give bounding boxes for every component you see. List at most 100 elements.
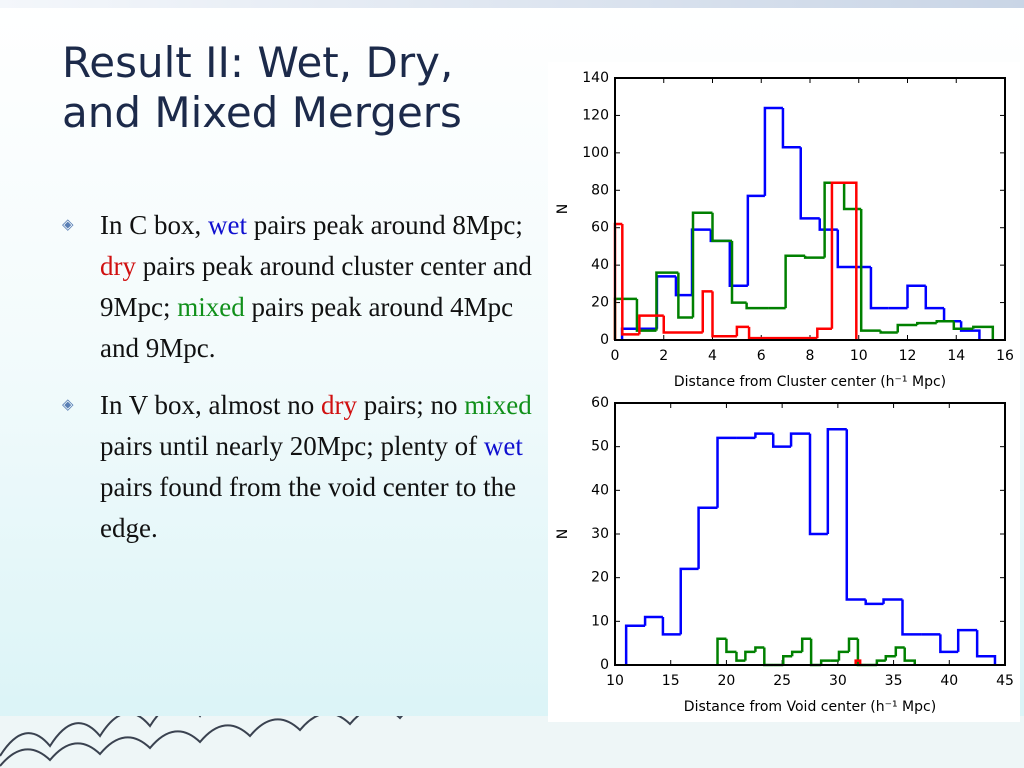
histogram-bin [939, 634, 959, 654]
histogram-bin [830, 181, 858, 340]
plot-frame [614, 77, 1006, 341]
y-tick-label: 20 [591, 295, 609, 311]
histogram-bin [763, 106, 783, 196]
histogram-bin [771, 433, 792, 448]
histogram-bin [799, 147, 820, 220]
histogram-bin [956, 628, 978, 652]
y-tick-label: 120 [582, 107, 609, 123]
histogram-bin [845, 429, 866, 601]
histogram-bin [879, 330, 898, 334]
histogram-bin [906, 284, 926, 309]
histogram-bin [903, 647, 916, 665]
histogram-bin [781, 107, 801, 149]
histogram-bin [784, 254, 806, 309]
histogram-bin [763, 647, 774, 667]
y-tick-label: 140 [582, 70, 609, 86]
histogram-bin [725, 638, 737, 654]
histogram-bin [959, 321, 981, 340]
histogram-bin [745, 302, 769, 310]
histogram-bin [701, 290, 713, 333]
histogram-bin [679, 567, 699, 635]
histogram-bin [690, 228, 711, 296]
title-line: and Mixed Mergers [62, 88, 462, 137]
x-tick-label: 20 [718, 673, 736, 689]
histogram-bin [800, 637, 812, 652]
bullet-text: pairs until nearly 20Mpc; plenty of [100, 431, 484, 461]
histogram-bin [754, 646, 765, 652]
histogram-bin [790, 650, 803, 657]
histogram-bin [691, 211, 713, 318]
histogram-bin [782, 655, 793, 665]
histogram-bin [809, 638, 822, 667]
x-tick-label: 16 [996, 348, 1014, 364]
x-tick-label: 10 [850, 348, 868, 364]
histogram-bin [894, 646, 905, 657]
bullet-text: wet [483, 431, 523, 461]
histogram-bin [818, 218, 838, 231]
plot-frame [614, 402, 1006, 666]
histogram-bin [875, 659, 886, 665]
histogram-bin [816, 327, 832, 339]
histogram-bin [789, 432, 810, 447]
histogram-bin [896, 323, 918, 333]
histogram-bin [854, 659, 862, 665]
wave-decoration [0, 716, 1024, 768]
histogram-bin [747, 326, 818, 340]
x-tick-label: 14 [947, 348, 965, 364]
histogram-bin [864, 599, 884, 606]
histogram-bin [635, 298, 657, 332]
histogram-bin [746, 194, 765, 286]
x-tick-label: 30 [829, 673, 847, 689]
y-axis-label: N [555, 204, 571, 214]
y-tick-label: 100 [582, 145, 609, 161]
x-tick-label: 40 [940, 673, 958, 689]
histogram-bin [730, 240, 747, 304]
histogram-bin [859, 209, 881, 332]
histogram-bin [808, 433, 828, 536]
bullet-text: pairs found from the void center to the … [100, 472, 517, 543]
x-tick-label: 45 [996, 673, 1014, 689]
histogram-bin [823, 181, 845, 258]
y-tick-label: 40 [591, 482, 609, 498]
bullet-text: dry [100, 251, 136, 281]
histogram-bin [901, 599, 922, 636]
x-axis-label: Distance from Cluster center (h⁻¹ Mpc) [674, 374, 946, 390]
y-tick-label: 30 [591, 526, 609, 542]
histogram-bin [624, 624, 646, 665]
y-tick-label: 0 [600, 332, 609, 348]
histogram-bin [621, 223, 640, 336]
histogram-bin [711, 212, 732, 243]
x-tick-label: 4 [708, 348, 717, 364]
bullet-text: dry [321, 390, 358, 420]
bullet-list: In C box, wet pairs peak around 8Mpc; dr… [62, 205, 532, 565]
y-tick-label: 50 [591, 439, 609, 455]
histogram-bin [826, 427, 847, 534]
bullet-text: pairs peak around cluster center and 9Mp… [100, 251, 532, 322]
histogram-bin [803, 255, 825, 259]
slide-title: Result II: Wet, Dry, and Mixed Mergers [62, 38, 462, 138]
histogram-bin [744, 650, 756, 661]
chart-panel [548, 62, 1020, 722]
y-tick-label: 0 [600, 657, 609, 673]
histogram-bin [728, 240, 748, 287]
bullet-text: wet [208, 210, 247, 240]
histogram-bin [836, 229, 856, 269]
top-bar [0, 0, 1024, 8]
histogram-bin [972, 325, 995, 340]
x-axis-label: Distance from Void center (h⁻¹ Mpc) [684, 699, 936, 715]
histogram-bin [661, 616, 681, 636]
histogram-bin [677, 272, 693, 319]
histogram-bin [655, 275, 676, 329]
histogram-bin [697, 506, 718, 569]
y-tick-label: 80 [591, 182, 609, 198]
histogram-bin [882, 598, 903, 604]
histogram-bin [942, 308, 962, 323]
histogram-bin [884, 655, 896, 661]
x-tick-label: 6 [757, 348, 766, 364]
title-line: Result II: Wet, Dry, [62, 38, 454, 87]
bullet-text: mixed [464, 390, 532, 420]
bullet: In C box, wet pairs peak around 8Mpc; dr… [62, 205, 532, 369]
histogram-bin [869, 267, 889, 310]
